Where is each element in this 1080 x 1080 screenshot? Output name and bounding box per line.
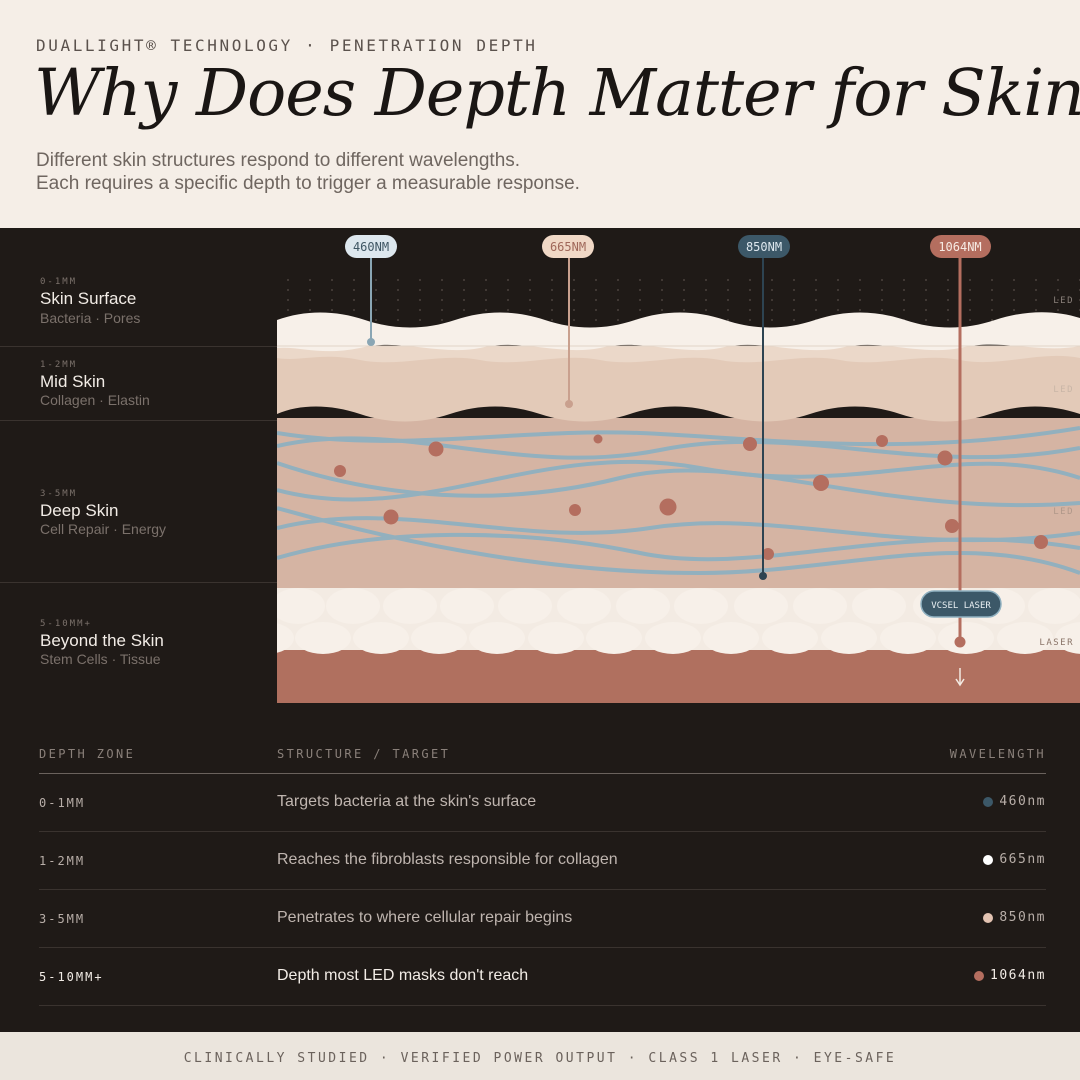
- source-label-led: LED: [1053, 296, 1074, 306]
- footer: CLINICALLY STUDIED · VERIFIED POWER OUTP…: [0, 1032, 1080, 1080]
- row-wavelength: 850nm: [983, 910, 1046, 925]
- zone-sub: Collagen · Elastin: [40, 392, 150, 408]
- row-wavelength: 460nm: [983, 794, 1046, 809]
- zone-mid-skin: 1-2MM Mid Skin Collagen · Elastin: [0, 347, 277, 421]
- wavelength-dot: [983, 796, 994, 807]
- layer-skin-surface: [277, 312, 1080, 352]
- subtitle-line-2: Each requires a specific depth to trigge…: [36, 173, 580, 194]
- table-header-target: STRUCTURE / TARGET: [277, 747, 451, 761]
- layer-tissue: [277, 650, 1080, 703]
- table-row: 0-1MM Targets bacteria at the skin's sur…: [39, 774, 1046, 832]
- skin-cross-section: LED LED LED LASER 460NM 665NM 850NM 1064…: [277, 235, 1080, 703]
- zone-name: Deep Skin: [40, 501, 119, 520]
- subtitle-line-1: Different skin structures respond to dif…: [36, 150, 521, 171]
- zone-name: Beyond the Skin: [40, 631, 164, 650]
- wavelength-dot: [983, 912, 994, 923]
- wavelength-label: 1064NM: [938, 240, 981, 254]
- wavelength-850-probe: 850NM: [738, 235, 790, 580]
- row-target: Penetrates to where cellular repair begi…: [277, 909, 573, 926]
- zone-beyond-skin: 5-10MM+ Beyond the Skin Stem Cells · Tis…: [0, 583, 277, 703]
- row-zone: 5-10MM+: [39, 970, 104, 984]
- wavelength-dot: [983, 854, 994, 865]
- layer-mid-skin-wave: [277, 346, 1080, 363]
- table-rule: [39, 773, 1046, 774]
- zone-deep-skin: 3-5MM Deep Skin Cell Repair · Energy: [0, 421, 277, 583]
- subtitle: Different skin structures respond to dif…: [36, 149, 580, 195]
- zone-depth: 3-5MM: [40, 489, 78, 499]
- row-zone: 0-1MM: [39, 796, 86, 810]
- wavelength-label: 850NM: [746, 240, 782, 254]
- wavelength-1064-probe: 1064NM VCSEL LASER: [920, 235, 1002, 687]
- row-wavelength: 1064nm: [974, 968, 1046, 983]
- wavelength-value: 665nm: [999, 852, 1046, 867]
- table-row: 5-10MM+ Depth most LED masks don't reach…: [39, 948, 1046, 1006]
- row-target: Depth most LED masks don't reach: [277, 967, 529, 984]
- row-target: Targets bacteria at the skin's surface: [277, 793, 537, 810]
- row-zone: 3-5MM: [39, 912, 86, 926]
- table-row: 1-2MM Reaches the fibroblasts responsibl…: [39, 832, 1046, 890]
- layer-mid-skin: [277, 346, 1080, 422]
- source-label-laser: LASER: [1039, 638, 1074, 648]
- page-title: Why Does Depth Matter for Skin?: [34, 56, 1080, 131]
- table-header-wavelength: WAVELENGTH: [949, 747, 1046, 761]
- zone-sub: Stem Cells · Tissue: [40, 651, 161, 667]
- source-label-led: LED: [1053, 385, 1074, 395]
- laser-badge: VCSEL LASER: [931, 601, 991, 611]
- wavelength-460-probe: 460NM: [345, 235, 397, 346]
- zone-depth: 5-10MM+: [40, 619, 92, 629]
- table-row: 3-5MM Penetrates to where cellular repai…: [39, 890, 1046, 948]
- row-target: Reaches the fibroblasts responsible for …: [277, 851, 618, 868]
- row-wavelength: 665nm: [983, 852, 1046, 867]
- row-zone: 1-2MM: [39, 854, 86, 868]
- wavelength-value: 460nm: [999, 794, 1046, 809]
- cells: [334, 434, 1048, 560]
- table-header-zone: DEPTH ZONE: [39, 747, 136, 761]
- footer-text: CLINICALLY STUDIED · VERIFIED POWER OUTP…: [183, 1051, 897, 1066]
- wavelength-dot: [974, 970, 985, 981]
- zone-skin-surface: 0-1MM Skin Surface Bacteria · Pores: [0, 268, 277, 347]
- wavelength-value: 850nm: [999, 910, 1046, 925]
- wavelength-label: 460NM: [353, 240, 389, 254]
- eyebrow: DUALLIGHT® TECHNOLOGY · PENETRATION DEPT…: [36, 36, 538, 55]
- zone-name: Skin Surface: [40, 289, 137, 308]
- wavelength-value: 1064nm: [990, 968, 1046, 983]
- zone-depth: 0-1MM: [40, 277, 78, 287]
- zone-depth: 1-2MM: [40, 360, 78, 370]
- wavelength-665-probe: 665NM: [542, 235, 594, 408]
- zone-name: Mid Skin: [40, 372, 106, 391]
- zone-sub: Cell Repair · Energy: [40, 521, 167, 537]
- header: DUALLIGHT® TECHNOLOGY · PENETRATION DEPT…: [0, 0, 1080, 228]
- source-label-led: LED: [1053, 507, 1074, 517]
- zone-sub: Bacteria · Pores: [40, 310, 141, 326]
- wavelength-label: 665NM: [550, 240, 586, 254]
